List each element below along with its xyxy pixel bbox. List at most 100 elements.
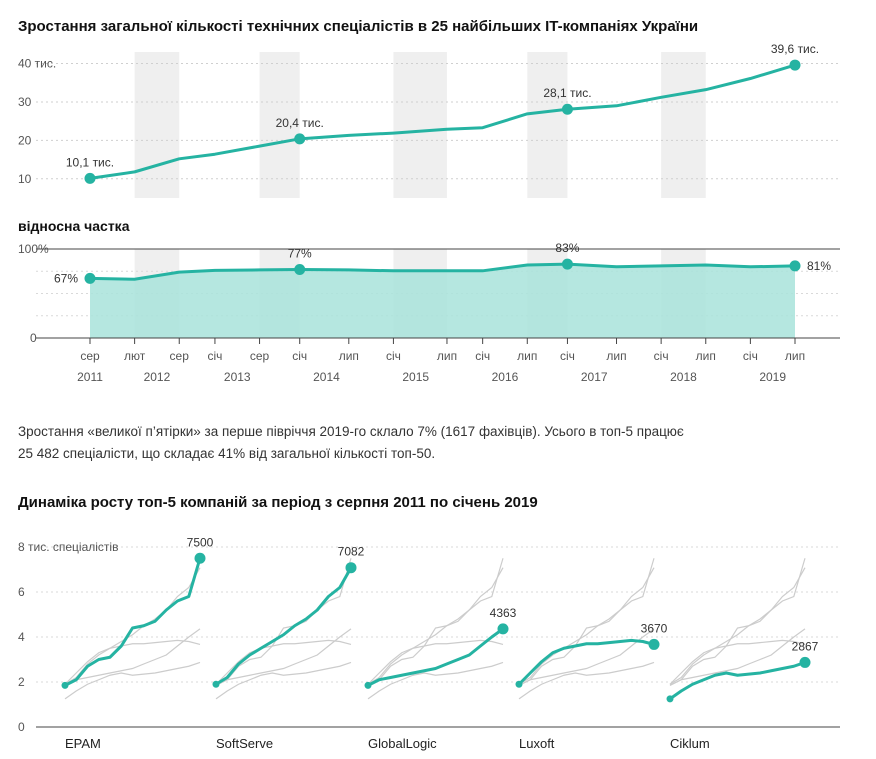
chart2-point-0 xyxy=(84,272,96,284)
chart2-x-tick-5: січ xyxy=(292,349,307,363)
panel-1-line xyxy=(215,566,353,686)
chart2-x-tick-12: лип xyxy=(606,349,626,363)
panel-1-bg-line-4 xyxy=(215,661,352,700)
panel-1-end-label: 7082 xyxy=(338,545,365,559)
panel-4-name: Ciklum xyxy=(670,736,710,751)
chart2-labels: 67% 77% 83% 81% xyxy=(54,241,831,285)
chart1-label-2: 28,1 тис. xyxy=(543,86,591,100)
panel-softserve: 7082 SoftServe xyxy=(212,545,365,751)
chart2-x-tick-8: лип xyxy=(437,349,457,363)
chart2-label-1: 77% xyxy=(288,246,312,260)
panel-4-bg-line-2 xyxy=(669,628,806,686)
panel-2-bg-line-1 xyxy=(367,567,504,685)
chart2-x-tick-10: лип xyxy=(517,349,537,363)
chart1-title: Зростання загальної кількості технічних … xyxy=(18,18,698,35)
chart2-year-3: 2014 xyxy=(313,370,340,384)
panel-4-start-point xyxy=(666,695,674,703)
chart2-year-2: 2013 xyxy=(224,370,251,384)
summary-line-2: 25 482 спеціалісти, що складає 41% від з… xyxy=(18,446,436,461)
chart2-x-tick-3: січ xyxy=(207,349,222,363)
chart2-series xyxy=(89,262,796,338)
chart2-x-tick-1: лют xyxy=(124,349,146,363)
chart3-gridlines xyxy=(36,546,840,728)
chart2-point-3 xyxy=(789,260,801,272)
chart2-x-tick-14: лип xyxy=(696,349,716,363)
chart1-label-0: 10,1 тис. xyxy=(66,155,114,169)
panel-3-bg-line-1 xyxy=(518,567,655,685)
chart2-label-2: 83% xyxy=(555,241,579,255)
chart2-year-5: 2016 xyxy=(492,370,519,384)
chart3-y-tick-0: 0 xyxy=(18,720,25,734)
panel-4-bg-line-1 xyxy=(669,567,806,685)
chart2-year-labels: 2011 2012 2013 2014 2015 2016 2017 2018 2019 xyxy=(77,370,786,384)
chart2-x-tick-7: січ xyxy=(386,349,401,363)
panel-1-bg-line-2 xyxy=(215,628,352,686)
chart-area: Зростання загальної кількості технічних … xyxy=(18,18,840,384)
panel-epam: 7500 EPAM xyxy=(61,535,214,751)
chart2-x-tick-6: лип xyxy=(339,349,359,363)
chart2-x-tick-2: сер xyxy=(170,349,190,363)
panel-4-end-point xyxy=(799,656,811,668)
chart2-year-7: 2018 xyxy=(670,370,697,384)
chart1-band-4 xyxy=(661,52,706,198)
chart3-y-tick-1: 2 xyxy=(18,675,25,689)
panel-0-bg-line-2 xyxy=(64,628,201,686)
chart2-title: відносна частка xyxy=(18,218,130,234)
chart3-y-tick-3: 6 xyxy=(18,585,25,599)
panel-3-end-point xyxy=(648,638,660,650)
panel-3-name: Luxoft xyxy=(519,736,555,751)
panel-2-line xyxy=(367,627,504,687)
chart1-y-tick-3: 40 тис. xyxy=(18,57,56,71)
chart2-point-1 xyxy=(294,263,306,275)
chart2-x-tick-0: сер xyxy=(80,349,100,363)
panel-0-end-point xyxy=(194,552,206,564)
panel-1-end-point xyxy=(345,562,357,574)
panel-0-bg-line-4 xyxy=(64,661,201,700)
chart2-point-2 xyxy=(561,258,573,270)
panel-0-end-label: 7500 xyxy=(187,535,214,549)
panel-2-bg-line-4 xyxy=(367,661,504,700)
panel-2-bg-line-0 xyxy=(367,558,504,686)
chart3-title: Динаміка росту топ-5 компаній за період … xyxy=(18,494,538,511)
chart3-y-tick-2: 4 xyxy=(18,630,25,644)
chart2-x-tick-15: січ xyxy=(743,349,758,363)
panel-3-bg-line-2 xyxy=(518,628,655,686)
chart1-y-tick-0: 10 xyxy=(18,172,32,186)
chart2-x-tick-16: лип xyxy=(785,349,805,363)
chart2-y-tick-1: 100% xyxy=(18,242,49,256)
chart3-y-tick-4: 8 тис. спеціалістів xyxy=(18,540,118,554)
small-multiples: Динаміка росту топ-5 компаній за період … xyxy=(18,494,840,751)
panel-0-bg-line-1 xyxy=(64,567,201,685)
panel-0-line xyxy=(64,557,202,687)
panel-3-bg-line-0 xyxy=(518,558,655,686)
chart1-label-1: 20,4 тис. xyxy=(276,116,324,130)
chart2-x-tick-11: січ xyxy=(560,349,575,363)
chart2-year-6: 2017 xyxy=(581,370,608,384)
chart1-band-3 xyxy=(527,52,568,198)
panel-2-name: GlobalLogic xyxy=(368,736,437,751)
panel-4-line xyxy=(669,661,806,701)
panel-luxoft: 3670 Luxoft xyxy=(515,558,668,751)
summary-paragraph: Зростання «великої п’ятірки» за перше пі… xyxy=(18,421,778,465)
chart2-x-ticks: сер лют сер січ сер січ лип січ лип січ лип січ лип с… xyxy=(80,338,805,363)
chart1-line xyxy=(89,63,796,180)
panel-2-bg-line-3 xyxy=(367,639,504,685)
panel-0-start-point xyxy=(61,681,69,689)
panel-3-bg-line-4 xyxy=(518,661,655,700)
panel-0-bg-line-3 xyxy=(64,639,201,685)
chart2-y-tick-0: 0 xyxy=(30,331,37,345)
chart1-band-1 xyxy=(259,52,300,198)
chart2-label-3: 81% xyxy=(807,259,831,273)
chart1-point-1 xyxy=(294,133,306,145)
panel-1-bg-line-3 xyxy=(215,639,352,685)
chart2-label-0: 67% xyxy=(54,271,78,285)
chart2-year-0: 2011 xyxy=(77,370,103,384)
panel-1-start-point xyxy=(212,680,220,688)
panel-4-bg-line-0 xyxy=(669,558,806,686)
chart1-point-3 xyxy=(789,59,801,71)
chart2-x-tick-9: січ xyxy=(475,349,490,363)
panel-3-end-label: 3670 xyxy=(641,621,668,635)
panel-ciklum: 2867 Ciklum xyxy=(666,558,819,751)
chart1-band-2 xyxy=(393,52,447,198)
chart1-y-tick-2: 30 xyxy=(18,95,32,109)
